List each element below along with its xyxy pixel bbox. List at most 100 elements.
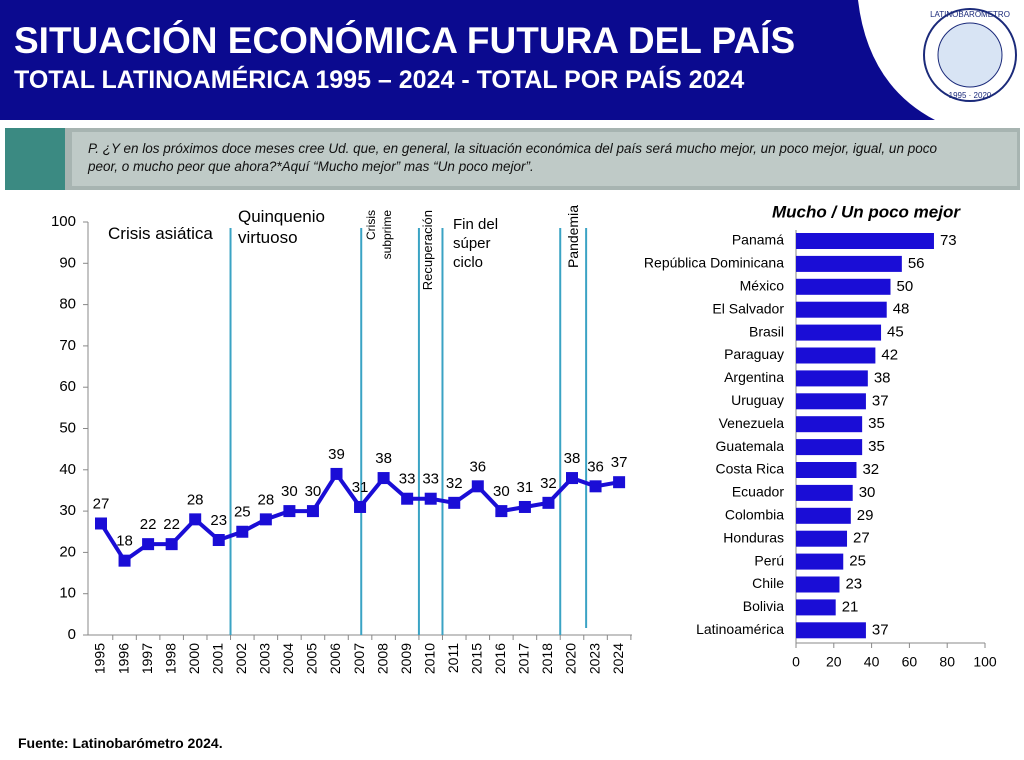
data-label: 22 <box>163 516 180 533</box>
point <box>165 538 178 551</box>
data-label: 27 <box>853 530 870 547</box>
data-label: 30 <box>281 483 298 500</box>
data-label: 35 <box>868 415 885 432</box>
point <box>283 505 296 518</box>
annotation-line: Pandemia <box>565 205 581 268</box>
x-tick-label: 2002 <box>233 643 249 674</box>
data-label: 50 <box>897 278 914 295</box>
y-tick-label: México <box>740 278 785 294</box>
data-label: 33 <box>399 471 416 488</box>
data-label: 36 <box>469 458 486 475</box>
x-tick-label: 2020 <box>563 643 579 674</box>
data-label: 31 <box>352 479 369 496</box>
bar <box>796 484 853 501</box>
data-label: 28 <box>187 491 204 508</box>
data-label: 31 <box>517 479 534 496</box>
x-tick-label: 2008 <box>374 643 390 674</box>
y-tick-label: Paraguay <box>724 346 784 362</box>
x-tick-label: 0 <box>792 654 800 670</box>
annotation-line: subprime <box>380 210 394 260</box>
y-tick-label: 90 <box>59 254 76 271</box>
point <box>518 500 531 513</box>
x-tick-label: 1996 <box>115 643 131 674</box>
point <box>142 538 155 551</box>
bar <box>796 599 836 616</box>
data-label: 42 <box>881 346 898 363</box>
x-tick-label: 2000 <box>186 643 202 674</box>
bar <box>796 622 866 639</box>
bar <box>796 439 863 456</box>
data-label: 56 <box>908 255 925 272</box>
point <box>306 505 319 518</box>
annotation-line: Recuperación <box>420 210 435 290</box>
x-tick-label: 2003 <box>257 643 273 674</box>
y-tick-label: 100 <box>51 213 76 230</box>
header-band <box>0 0 1024 120</box>
x-tick-label: 2024 <box>610 643 626 674</box>
bar <box>796 255 902 272</box>
y-tick-label: Costa Rica <box>716 461 785 477</box>
x-tick-label: 2009 <box>398 643 414 674</box>
y-tick-label: 0 <box>68 626 76 643</box>
annotation-line: Crisis <box>364 210 378 240</box>
x-tick-label: 2004 <box>280 643 296 674</box>
point <box>259 513 272 526</box>
point <box>424 492 437 505</box>
logo-text: LATINOBARÓMETRO <box>930 10 1010 19</box>
logo <box>923 8 1017 102</box>
source: Fuente: Latinobarómetro 2024. <box>18 735 223 751</box>
y-tick-label: 30 <box>59 502 76 519</box>
bar <box>796 347 876 364</box>
x-tick-label: 2007 <box>351 643 367 674</box>
data-label: 22 <box>140 516 157 533</box>
data-label: 18 <box>116 533 133 550</box>
data-label: 30 <box>859 484 876 501</box>
bar <box>796 416 863 433</box>
point <box>212 534 225 547</box>
annotation-line: Quinquenio <box>238 207 325 226</box>
data-label: 28 <box>258 491 275 508</box>
data-label: 32 <box>446 475 463 492</box>
annotation: Quinquenio virtuoso <box>238 207 325 247</box>
point <box>566 472 578 485</box>
y-tick-label: Bolivia <box>743 598 784 614</box>
x-tick-label: 40 <box>864 654 880 670</box>
y-tick-label: Chile <box>752 575 784 591</box>
bar <box>796 324 882 341</box>
point <box>189 513 202 526</box>
annotation: Crisis subprime <box>364 210 394 260</box>
x-tick-label: 2011 <box>445 643 461 673</box>
data-label: 27 <box>93 495 110 512</box>
annotation-line: Fin del <box>453 216 498 233</box>
data-label: 32 <box>862 461 879 478</box>
point <box>236 525 249 538</box>
data-label: 30 <box>493 483 510 500</box>
bar-title: Mucho / Un poco mejor <box>772 202 961 221</box>
annotation: Fin del súper ciclo <box>453 216 498 271</box>
y-tick-label: 50 <box>59 419 76 436</box>
x-tick-label: 2010 <box>421 643 437 674</box>
data-label: 35 <box>868 438 885 455</box>
bar <box>796 576 840 593</box>
x-tick-label: 1998 <box>162 643 178 674</box>
x-tick-label: 20 <box>826 654 842 670</box>
point <box>613 476 626 489</box>
bar <box>796 393 866 410</box>
bar <box>796 507 851 524</box>
data-label: 25 <box>234 504 251 521</box>
y-tick-label: El Salvador <box>712 300 784 316</box>
x-tick-label: 2017 <box>516 643 532 674</box>
y-tick-label: 20 <box>59 543 76 560</box>
point <box>401 492 414 505</box>
annotation: Pandemia <box>565 205 581 268</box>
question-box <box>72 132 1017 186</box>
y-tick-label: Panamá <box>732 232 784 248</box>
data-label: 32 <box>540 475 557 492</box>
data-label: 30 <box>305 483 322 500</box>
bar <box>796 233 934 249</box>
data-label: 73 <box>940 232 957 249</box>
title: SITUACIÓN ECONÓMICA FUTURA DEL PAÍS <box>14 20 796 61</box>
point <box>448 496 461 509</box>
y-tick-label: 10 <box>59 585 76 602</box>
